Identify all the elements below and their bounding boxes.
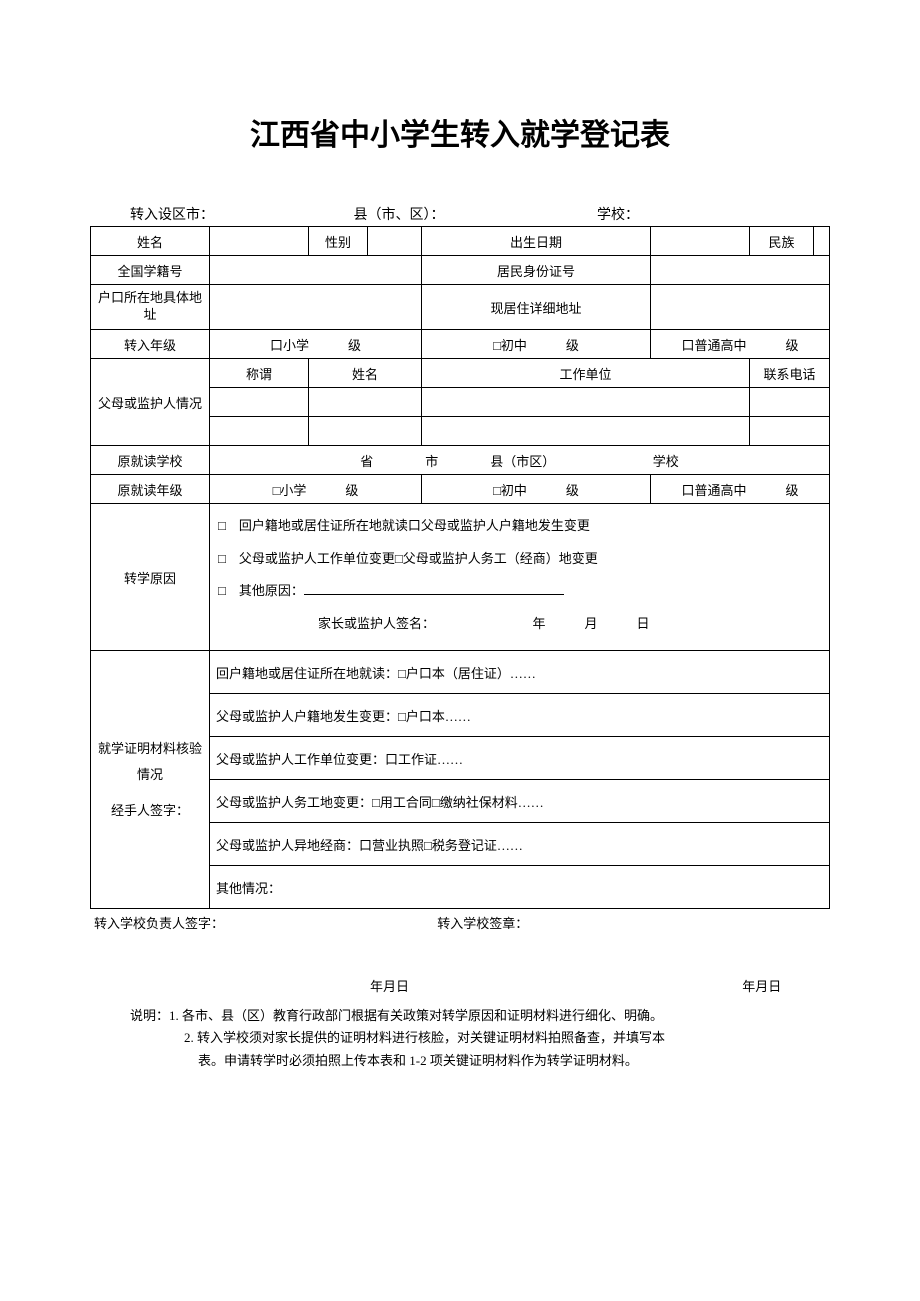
county-label: 县（市、区）： <box>354 204 594 224</box>
city-label: 转入设区市： <box>130 204 350 224</box>
guardian-phone: 联系电话 <box>750 359 830 388</box>
oschool-value: 省 市 县（市区） 学校 <box>210 446 830 475</box>
name-value <box>210 227 309 256</box>
gender-label: 性别 <box>309 227 368 256</box>
verify-v6: 其他情况： <box>210 866 830 909</box>
note-3: 表。申请转学时必须拍照上传本表和 1-2 项关键证明材料作为转学证明材料。 <box>130 1050 810 1072</box>
birth-label: 出生日期 <box>422 227 651 256</box>
tgrade-middle: □初中 级 <box>422 330 651 359</box>
g1-phone <box>750 388 830 417</box>
verify-label: 就学证明材料核验情况 经手人签字： <box>91 651 210 909</box>
g2-phone <box>750 417 830 446</box>
reason-sig: 家长或监护人签名： 年 月 日 <box>218 610 821 639</box>
gender-value <box>368 227 422 256</box>
note-1: 说明：1. 各市、县（区）教育行政部门根据有关政策对转学原因和证明材料进行细化、… <box>130 1005 810 1027</box>
birth-value <box>651 227 750 256</box>
ograde-primary: □小学 级 <box>210 475 422 504</box>
date-1: 年月日 <box>370 976 409 995</box>
date-row: 年月日 年月日 <box>90 976 830 995</box>
row-orig-grade: 原就读年级 □小学 级 □初中 级 口普通高中 级 <box>91 475 830 504</box>
g1-name <box>309 388 422 417</box>
guardian-work: 工作单位 <box>422 359 750 388</box>
hukou-label: 户口所在地具体地址 <box>91 285 210 330</box>
row-orig-school: 原就读学校 省 市 县（市区） 学校 <box>91 446 830 475</box>
note-2: 2. 转入学校须对家长提供的证明材料进行核脸，对关键证明材料拍照备查，并填写本 <box>130 1027 810 1049</box>
tgrade-high: 口普通高中 级 <box>651 330 830 359</box>
verify-v2: 父母或监护人户籍地发生变更：□户口本…… <box>210 694 830 737</box>
reason-label: 转学原因 <box>91 504 210 651</box>
guardian-name: 姓名 <box>309 359 422 388</box>
row-ids: 全国学籍号 居民身份证号 <box>91 256 830 285</box>
date-2: 年月日 <box>742 976 781 995</box>
school-label: 学校： <box>597 204 639 224</box>
g2-work <box>422 417 750 446</box>
row-reason: 转学原因 □ 回户籍地或居住证所在地就读口父母或监护人户籍地发生变更 □ 父母或… <box>91 504 830 651</box>
name-label: 姓名 <box>91 227 210 256</box>
verify-label-1: 就学证明材料核验情况 <box>95 736 205 788</box>
studentid-value <box>210 256 422 285</box>
page-container: 江西省中小学生转入就学登记表 转入设区市： 县（市、区）： 学校： 姓名 性别 … <box>0 0 920 1112</box>
header-fields: 转入设区市： 县（市、区）： 学校： <box>90 204 830 224</box>
sig-person: 转入学校负责人签字： <box>94 913 434 932</box>
reason-line2: □ 父母或监护人工作单位变更□父母或监护人务工（经商）地变更 <box>218 545 821 574</box>
ograde-middle: □初中 级 <box>422 475 651 504</box>
verify-v5: 父母或监护人异地经商：口营业执照□税务登记证…… <box>210 823 830 866</box>
row-basic-1: 姓名 性别 出生日期 民族 <box>91 227 830 256</box>
footer-signatures: 转入学校负责人签字： 转入学校签章： <box>90 909 830 932</box>
idcard-value <box>651 256 830 285</box>
oschool-label: 原就读学校 <box>91 446 210 475</box>
sig-stamp: 转入学校签章： <box>437 916 528 931</box>
reason-line3-text: □ 其他原因： <box>218 583 304 598</box>
verify-v4: 父母或监护人务工地变更：□用工合同□缴纳社保材料…… <box>210 780 830 823</box>
row-guardian-header: 父母或监护人情况 称谓 姓名 工作单位 联系电话 <box>91 359 830 388</box>
g1-work <box>422 388 750 417</box>
verify-label-2: 经手人签字： <box>95 798 205 824</box>
hukou-value <box>210 285 422 330</box>
reason-line3: □ 其他原因： <box>218 577 821 606</box>
reason-line1: □ 回户籍地或居住证所在地就读口父母或监护人户籍地发生变更 <box>218 512 821 541</box>
nation-value <box>814 227 830 256</box>
guardian-title: 称谓 <box>210 359 309 388</box>
ograde-label: 原就读年级 <box>91 475 210 504</box>
notes: 说明：1. 各市、县（区）教育行政部门根据有关政策对转学原因和证明材料进行细化、… <box>90 1005 830 1071</box>
reason-blank <box>304 594 564 595</box>
row-addr: 户口所在地具体地址 现居住详细地址 <box>91 285 830 330</box>
g1-title <box>210 388 309 417</box>
g2-title <box>210 417 309 446</box>
page-title: 江西省中小学生转入就学登记表 <box>90 110 830 154</box>
row-verify-1: 就学证明材料核验情况 经手人签字： 回户籍地或居住证所在地就读：□户口本（居住证… <box>91 651 830 694</box>
form-table: 姓名 性别 出生日期 民族 全国学籍号 居民身份证号 户口所在地具体地址 现居住… <box>90 226 830 909</box>
nation-label: 民族 <box>750 227 814 256</box>
curaddr-label: 现居住详细地址 <box>422 285 651 330</box>
g2-name <box>309 417 422 446</box>
tgrade-label: 转入年级 <box>91 330 210 359</box>
tgrade-primary: 口小学 级 <box>210 330 422 359</box>
idcard-label: 居民身份证号 <box>422 256 651 285</box>
guardian-label: 父母或监护人情况 <box>91 359 210 446</box>
verify-v1: 回户籍地或居住证所在地就读：□户口本（居住证）…… <box>210 651 830 694</box>
ograde-high: 口普通高中 级 <box>651 475 830 504</box>
verify-v3: 父母或监护人工作单位变更：口工作证…… <box>210 737 830 780</box>
studentid-label: 全国学籍号 <box>91 256 210 285</box>
curaddr-value <box>651 285 830 330</box>
row-transfer-grade: 转入年级 口小学 级 □初中 级 口普通高中 级 <box>91 330 830 359</box>
reason-content: □ 回户籍地或居住证所在地就读口父母或监护人户籍地发生变更 □ 父母或监护人工作… <box>210 504 830 651</box>
